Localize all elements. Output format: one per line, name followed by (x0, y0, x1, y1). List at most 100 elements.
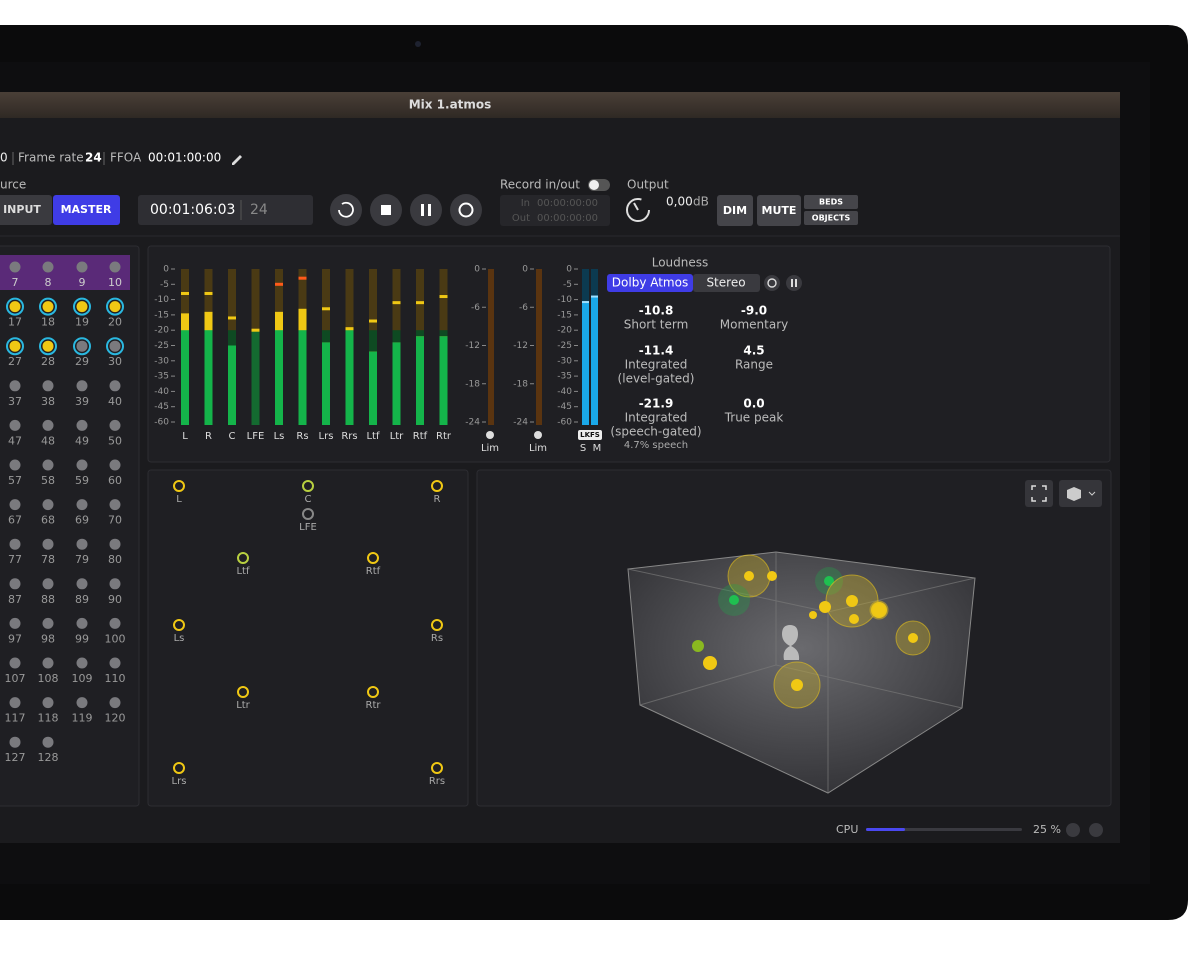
channel-number: 68 (41, 514, 55, 527)
object (703, 656, 717, 670)
mute-button[interactable] (757, 195, 801, 226)
label: dB (693, 195, 709, 209)
speaker-label: Rtr (366, 700, 382, 711)
meter-channel-label: Rrs (341, 431, 357, 442)
channel-dot (9, 301, 21, 313)
channel-dot (109, 499, 121, 511)
channel-number: 10 (108, 276, 122, 289)
channel-dot (9, 617, 21, 629)
master-button[interactable] (53, 195, 120, 225)
lkfs-tick-label: -40 (557, 387, 572, 397)
channel-number: 108 (38, 672, 59, 685)
limiter-tick-label: -6 (471, 303, 480, 313)
beds-button[interactable] (804, 195, 858, 209)
channel-dot (9, 538, 21, 550)
pause-icon (795, 279, 797, 287)
knob-pointer (633, 202, 639, 211)
label: 00:01:00:00 (148, 151, 221, 165)
channel-number: 20 (108, 316, 122, 329)
stat-label: Integrated (625, 358, 688, 372)
label: In (521, 198, 530, 209)
label: 00:00:00:00 (537, 198, 598, 209)
channel-number: 8 (45, 276, 52, 289)
channel-dot (42, 578, 54, 590)
meter-tick-label: -5 (160, 280, 169, 290)
channel-number: 50 (108, 434, 122, 447)
channel-dot (76, 340, 88, 352)
object (809, 611, 817, 619)
channel-dot (42, 499, 54, 511)
input-button[interactable] (0, 195, 52, 225)
limiter-tick-label: 0 (522, 265, 528, 275)
meter-tick-label: -25 (154, 341, 169, 351)
record-button[interactable] (450, 194, 482, 226)
status-icon[interactable] (1066, 823, 1080, 837)
stat-sub: (speech-gated) (610, 425, 701, 439)
stat-sub: (level-gated) (618, 372, 695, 386)
meter-tick-label: -10 (154, 295, 169, 305)
limiter-tick-label: -12 (513, 341, 528, 351)
object (849, 614, 859, 624)
meter-channel-label: Rtr (436, 431, 452, 442)
limiter-label: Lim (529, 443, 547, 454)
channel-dot (109, 340, 121, 352)
speaker (431, 480, 443, 492)
channel-dot (42, 380, 54, 392)
rewind-button[interactable] (330, 194, 362, 226)
channel-dot (109, 380, 121, 392)
objects-button[interactable] (804, 211, 858, 225)
speaker (173, 480, 185, 492)
limiter-meter (488, 269, 494, 425)
speaker (302, 508, 314, 520)
channel-number: 18 (41, 316, 55, 329)
dim-button[interactable] (717, 195, 753, 226)
output-knob[interactable] (626, 198, 650, 222)
cube-icon (1067, 487, 1081, 501)
edit-icon[interactable] (232, 155, 242, 165)
lkfs-tick-label: -20 (557, 326, 572, 336)
speaker-label: Ltf (236, 566, 249, 577)
meter-channel-label: R (205, 431, 212, 442)
object (767, 571, 777, 581)
pause-button[interactable] (410, 194, 442, 226)
speaker-label: Rrs (429, 776, 445, 787)
tab-active[interactable] (607, 274, 693, 292)
label: Record in/out (500, 178, 580, 192)
channel-number: 97 (8, 632, 22, 645)
channel-number: 57 (8, 474, 22, 487)
speaker-label: C (305, 494, 312, 505)
reset-button[interactable] (764, 275, 780, 291)
object (908, 633, 918, 643)
pause-loudness[interactable] (786, 275, 802, 291)
lkfs-tick-label: -15 (557, 310, 572, 320)
meter-peak (251, 328, 260, 332)
channel-number: 88 (41, 593, 55, 606)
speaker (367, 552, 379, 564)
channel-number: 127 (5, 751, 26, 764)
channel-dot (42, 340, 54, 352)
label: Frame rate (18, 151, 84, 165)
channel-dot (109, 578, 121, 590)
stat-label: Short term (624, 318, 689, 332)
label: FFOA (110, 151, 142, 165)
channel-number: 40 (108, 395, 122, 408)
meter-peak (298, 276, 307, 280)
label: 24 (85, 151, 102, 165)
toggle-knob (589, 180, 599, 190)
lkfs-marker (582, 301, 589, 304)
lkfs-tick-label: -60 (557, 418, 572, 428)
channel-number: 47 (8, 434, 22, 447)
speaker-label: Rtf (366, 566, 381, 577)
fullscreen-button[interactable] (1025, 480, 1053, 507)
meter-level-green (204, 330, 213, 425)
tab[interactable] (693, 274, 760, 292)
stop-icon (381, 205, 391, 215)
meter-level-green (181, 330, 189, 425)
stat-value: -11.4 (639, 344, 674, 358)
meter-peak (439, 295, 448, 299)
limiter-icon (534, 431, 542, 439)
channel-dot (9, 261, 21, 273)
button-label: INPUT (3, 203, 41, 216)
meter-level-green (439, 336, 448, 425)
status-icon[interactable] (1089, 823, 1103, 837)
